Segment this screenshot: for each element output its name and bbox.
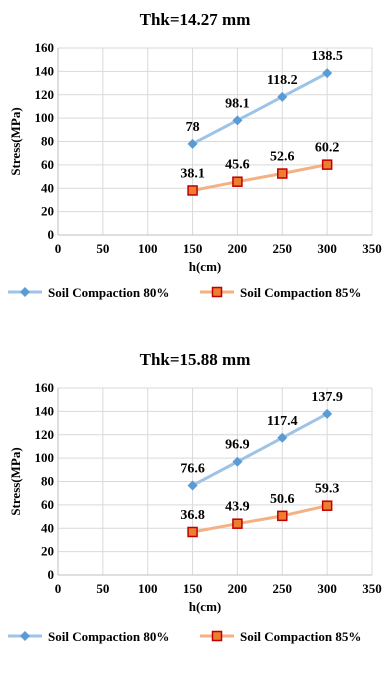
x-tick-label: 250 <box>273 241 293 256</box>
data-point-square <box>232 518 243 529</box>
data-point-diamond <box>277 91 288 102</box>
data-label: 50.6 <box>270 492 295 507</box>
legend-marker-square <box>211 630 223 642</box>
y-tick-label: 0 <box>48 227 55 242</box>
data-label: 98.1 <box>225 96 250 111</box>
y-tick-label: 160 <box>35 380 55 395</box>
data-point-square <box>187 526 198 538</box>
data-point-square <box>321 500 333 511</box>
y-tick-label: 100 <box>35 110 55 125</box>
y-tick-label: 20 <box>41 204 54 219</box>
chart-2-svg: Thk=15.88 mm 0 20 40 60 80 100 120 140 160 0 50 100 1… <box>8 350 382 644</box>
data-label: 117.4 <box>267 414 298 429</box>
x-tick-label: 0 <box>55 581 62 596</box>
data-label: 96.9 <box>225 438 250 453</box>
series-line-2 <box>192 163 328 192</box>
data-label: 36.8 <box>180 508 205 523</box>
legend-marker-diamond <box>20 631 30 641</box>
x-tick-label: 100 <box>138 581 158 596</box>
y-tick-label: 120 <box>35 87 55 102</box>
y-tick-label: 60 <box>41 157 54 172</box>
legend-label: Soil Compaction 85% <box>240 285 361 300</box>
x-tick-label: 300 <box>317 241 337 256</box>
y-tick-label: 40 <box>41 520 54 535</box>
data-label: 138.5 <box>311 49 343 64</box>
series-line-1 <box>191 412 328 487</box>
legend-marker-square <box>211 286 223 298</box>
x-axis-label: h(cm) <box>189 259 222 274</box>
data-point-diamond <box>277 432 288 443</box>
legend-label: Soil Compaction 80% <box>48 629 169 644</box>
x-tick-label: 300 <box>317 581 337 596</box>
legend-marker-diamond <box>20 287 30 297</box>
x-tick-label: 350 <box>362 241 382 256</box>
y-tick-label: 20 <box>41 544 54 559</box>
x-tick-label: 250 <box>273 581 293 596</box>
y-axis-label: Stress(MPa) <box>8 107 23 175</box>
data-label: 52.6 <box>270 150 295 165</box>
x-tick-label: 50 <box>96 581 109 596</box>
data-point-square <box>321 159 333 170</box>
x-axis-label: h(cm) <box>189 599 222 614</box>
x-tick-label: 0 <box>55 241 62 256</box>
data-point-square <box>277 168 288 179</box>
y-tick-label: 120 <box>35 427 55 442</box>
data-label: 59.3 <box>315 482 340 497</box>
data-label: 137.9 <box>311 390 343 405</box>
data-point-square <box>187 185 198 196</box>
data-point-diamond <box>187 138 198 149</box>
y-tick-label: 100 <box>35 450 55 465</box>
x-tick-label: 150 <box>183 581 203 596</box>
data-label: 38.1 <box>180 166 205 181</box>
data-label: 45.6 <box>225 158 250 173</box>
x-tick-label: 50 <box>96 241 109 256</box>
y-tick-label: 60 <box>41 497 54 512</box>
chart-title: Thk=15.88 mm <box>140 350 251 369</box>
data-point-diamond <box>322 408 333 419</box>
y-tick-label: 0 <box>48 567 55 582</box>
data-point-square <box>277 510 288 522</box>
data-label: 60.2 <box>315 141 340 156</box>
chart-1-svg: Thk=14.27 mm 0 20 40 60 80 100 120 140 160 0 50 100 1… <box>8 10 382 300</box>
x-tick-label: 150 <box>183 241 203 256</box>
y-tick-label: 140 <box>35 403 55 418</box>
data-point-diamond <box>232 115 243 126</box>
chart-title: Thk=14.27 mm <box>140 10 251 29</box>
legend-label: Soil Compaction 80% <box>48 285 169 300</box>
data-point-square <box>232 176 243 187</box>
y-tick-label: 40 <box>41 180 54 195</box>
data-label: 78 <box>186 120 200 135</box>
x-tick-label: 200 <box>228 581 248 596</box>
chart-thk-15-88: Thk=15.88 mm 0 20 40 60 80 100 120 140 160 0 50 100 1… <box>0 340 390 679</box>
series-line-1 <box>191 71 328 146</box>
x-tick-label: 350 <box>362 581 382 596</box>
data-label: 76.6 <box>180 461 205 476</box>
y-tick-label: 80 <box>41 134 54 149</box>
y-tick-label: 160 <box>35 40 55 55</box>
data-label: 118.2 <box>267 73 298 88</box>
y-tick-label: 140 <box>35 63 55 78</box>
chart-thk-14-27: Thk=14.27 mm 0 20 40 60 80 100 120 140 160 0 50 100 1… <box>8 10 382 300</box>
legend-label: Soil Compaction 85% <box>240 629 361 644</box>
data-point-diamond <box>187 480 198 491</box>
y-axis-label: Stress(MPa) <box>8 447 23 515</box>
x-tick-label: 100 <box>138 241 158 256</box>
x-tick-label: 200 <box>228 241 248 256</box>
data-label: 43.9 <box>225 500 250 515</box>
series-line-2 <box>192 504 328 534</box>
data-point-diamond <box>322 68 333 79</box>
y-tick-label: 80 <box>41 474 54 489</box>
data-point-diamond <box>232 456 243 467</box>
